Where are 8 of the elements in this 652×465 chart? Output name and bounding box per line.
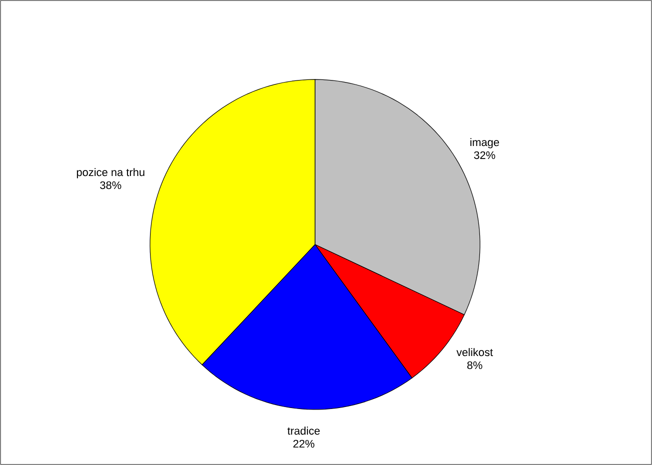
data-label: 22% [293, 440, 314, 448]
slice-label: image [470, 138, 500, 148]
data-label: 32% [474, 151, 496, 160]
data-label: 38% [100, 181, 122, 190]
data-label: 8% [467, 361, 482, 370]
slice-label: velikost [456, 348, 493, 356]
slice-label: tradice [287, 426, 320, 435]
slice-label: pozice na trhu [76, 168, 144, 178]
